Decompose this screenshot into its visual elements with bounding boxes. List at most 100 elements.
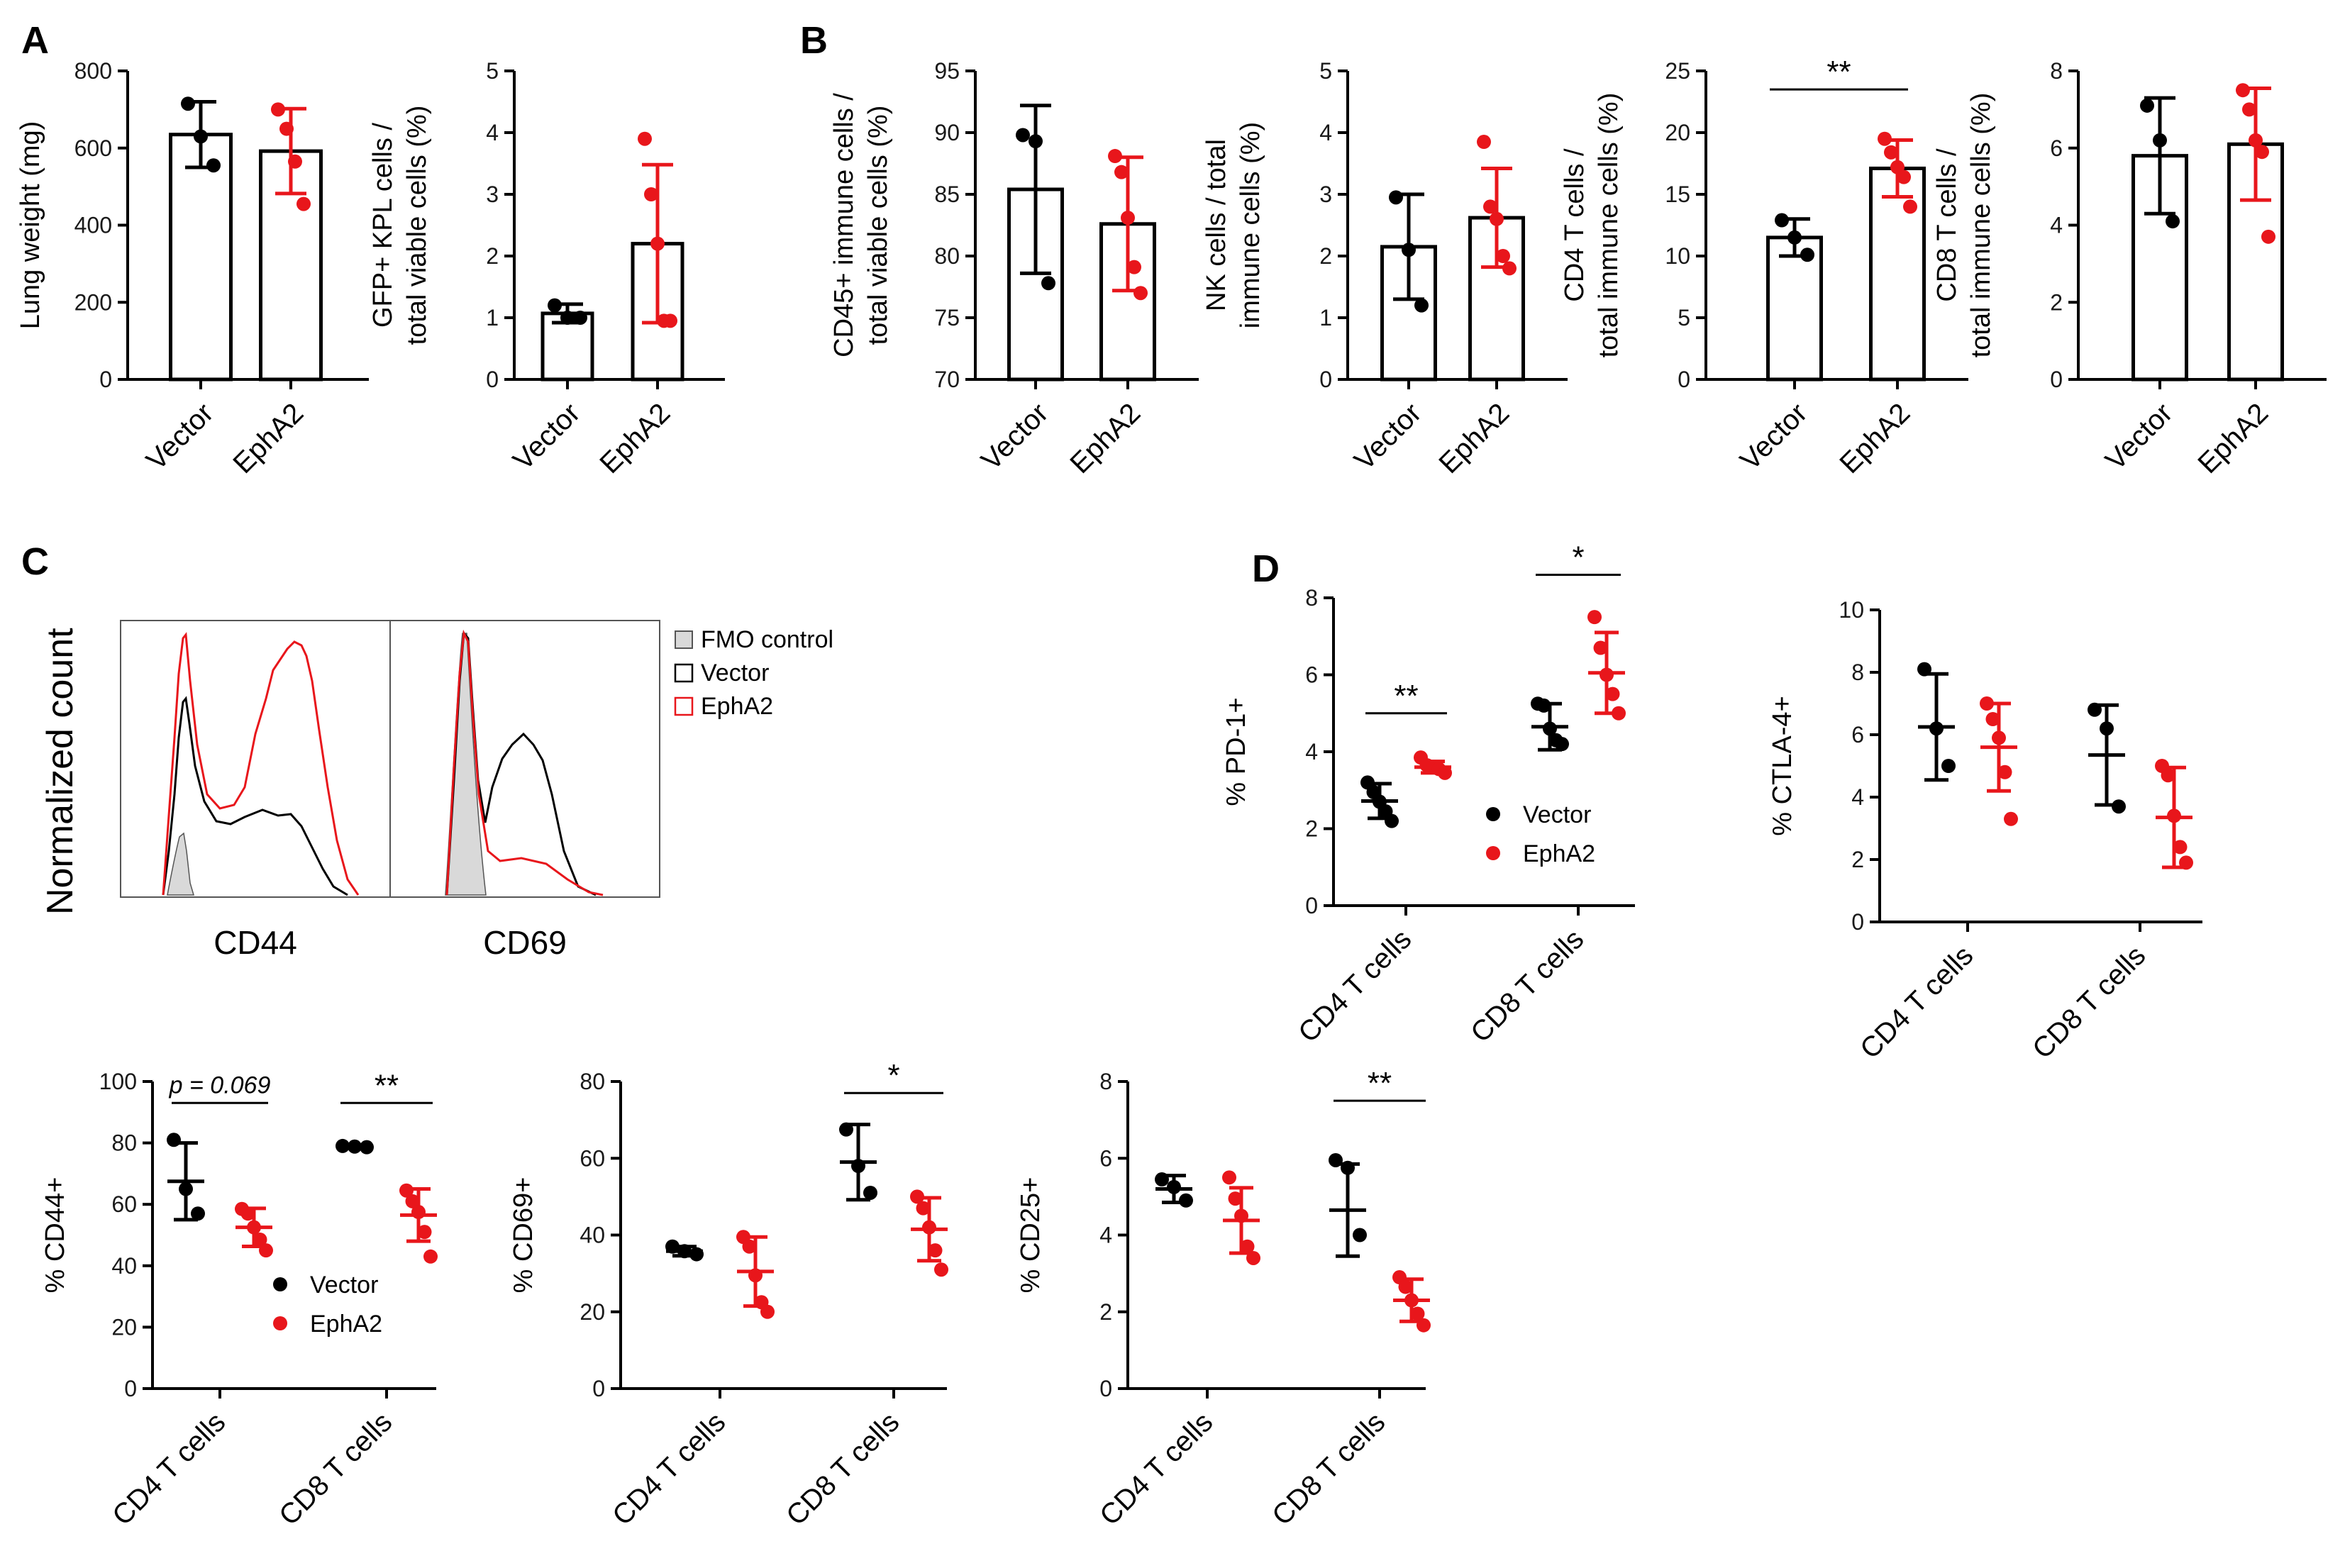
legend-swatch-vector [674,663,694,683]
data-point [206,158,221,173]
data-point [1246,1250,1260,1265]
data-point [423,1249,438,1264]
y-tick-label: 6 [2050,135,2063,161]
x-category-label: EphA2 [1834,397,1916,479]
y-tick-label: 85 [934,182,960,207]
y-axis-label: % CD44+ [40,1177,70,1294]
legend-label-epha2: EphA2 [310,1311,382,1338]
data-point [1414,298,1429,313]
data-point [1108,149,1122,164]
data-point [247,1220,261,1235]
data-point [650,236,665,251]
data-point [279,121,294,136]
y-tick-label: 4 [1851,784,1864,810]
significance-label: ** [375,1068,399,1103]
data-point [411,1205,426,1220]
data-point [2173,840,2188,855]
data-point [1884,145,1898,160]
data-point [665,1239,680,1254]
data-point [417,1225,432,1240]
y-axis-label: Lung weight (mg) [16,121,45,330]
histogram-frame [389,620,660,898]
legend-label-vector: Vector [701,660,769,686]
data-point [2140,98,2154,113]
data-point [1536,698,1551,713]
x-category-label: CD4 T cells [1854,940,1979,1064]
data-point [2100,721,2114,736]
y-tick-label: 20 [1665,120,1690,145]
data-point [360,1140,374,1155]
y-axis-label: GFP+ KPL cells / [368,123,398,328]
x-category-label: EphA2 [227,397,309,479]
panel-label-c: C [21,540,49,583]
y-tick-label: 2 [1099,1299,1112,1325]
data-point [748,1268,763,1283]
data-point [573,311,587,325]
epha2-trace [162,632,360,896]
data-point [1402,243,1416,257]
data-point [1016,128,1030,143]
data-point [1329,1152,1343,1167]
data-point [2261,229,2275,244]
data-point [1234,1208,1248,1223]
y-axis-label: total immune cells (%) [1966,93,1996,358]
data-point [1600,667,1614,682]
data-point [1029,134,1043,149]
y-tick-label: 0 [1678,367,1690,392]
y-tick-label: 1 [486,305,499,330]
data-point [1985,712,2000,726]
y-tick-label: 0 [1099,1376,1112,1401]
x-category-label: Vector [975,397,1054,476]
fmo-control-trace [445,633,487,896]
x-category-label: Vector [1348,397,1427,476]
y-tick-label: 8 [1305,585,1318,611]
panel-label-a: A [21,19,49,62]
data-point [2088,702,2102,717]
y-tick-label: 200 [74,289,112,315]
y-tick-label: 0 [486,367,499,392]
y-tick-label: 4 [1319,120,1332,145]
data-point [1483,199,1497,214]
x-category-label: CD8 T cells [780,1406,905,1531]
x-category-label: CD8 T cells [1266,1406,1391,1531]
bar-epha2 [1869,166,1926,382]
y-tick-label: 40 [111,1253,137,1279]
y-tick-label: 5 [1678,305,1690,330]
legend-label-vector: Vector [1523,801,1591,828]
y-tick-label: 600 [74,135,112,161]
x-category-label: EphA2 [594,397,676,479]
data-point [2112,799,2126,814]
y-tick-label: 8 [2050,58,2063,84]
legend-marker-epha2 [273,1316,287,1330]
significance-label: ** [1368,1066,1392,1101]
significance-label: * [1572,540,1584,574]
y-tick-label: 90 [934,120,960,145]
y-tick-label: 0 [2050,367,2063,392]
y-tick-label: 6 [1305,662,1318,688]
chart-c3: 0 20 40 60 80 % CD69+ CD4 T cells CD8 T cells * [509,1058,948,1532]
legend-label-epha2: EphA2 [1523,840,1595,867]
x-category-label: CD4 T cells [106,1406,231,1531]
flow-panel-label-cd44: CD44 [214,924,297,961]
legend-marker-vector [273,1277,287,1291]
y-tick-label: 8 [1851,660,1864,685]
flow-legend: FMO control Vector EphA2 [674,626,833,720]
data-point [910,1189,924,1204]
data-point [271,102,285,117]
y-axis-label: total immune cells (%) [1594,93,1624,358]
data-point [1787,230,1802,245]
x-category-label: Vector [507,397,586,476]
data-point [191,1206,205,1221]
data-point [1041,276,1055,291]
data-point [760,1304,775,1319]
data-point [548,298,562,313]
data-point [240,1206,255,1221]
y-axis-label: CD8 T cells / [1932,148,1962,302]
data-point [677,1244,692,1259]
legend-label-fmo: FMO control [701,626,833,653]
y-axis-label: % CD25+ [1016,1177,1046,1294]
data-point [934,1262,948,1277]
data-point [253,1232,267,1247]
